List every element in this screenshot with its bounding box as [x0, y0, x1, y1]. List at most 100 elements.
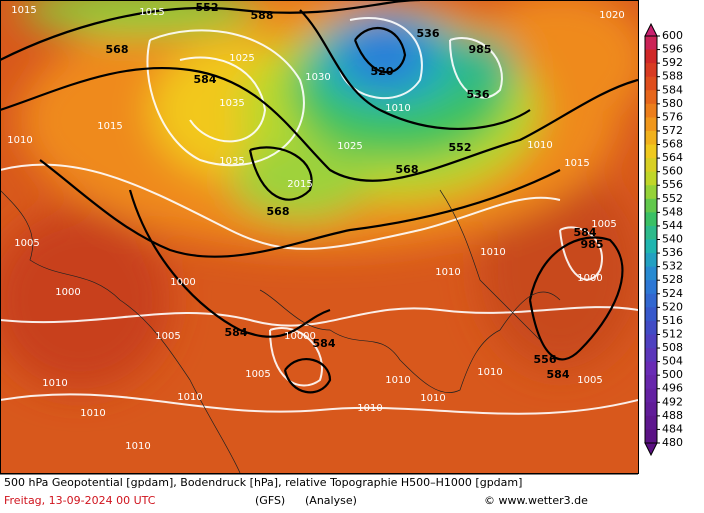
colorbar-label: 560	[662, 165, 683, 178]
footer-date: Freitag, 13-09-2024 00 UTC	[4, 494, 156, 507]
contour-label: 1015	[139, 7, 164, 18]
contour-label: 1015	[97, 121, 122, 132]
colorbar-label: 516	[662, 314, 683, 327]
colorbar-label: 544	[662, 219, 683, 232]
contour-label: 1000	[55, 287, 80, 298]
footer-model: (GFS)	[255, 494, 285, 507]
colorbar-segment	[645, 76, 657, 91]
colorbar-segment	[645, 158, 657, 173]
colorbar-segment	[645, 388, 657, 403]
colorbar-segment	[645, 171, 657, 186]
colorbar-label: 556	[662, 178, 683, 191]
colorbar-label: 588	[662, 70, 683, 83]
contour-label: 1010	[177, 392, 202, 403]
contour-label: 584	[547, 368, 570, 381]
colorbar-segment	[645, 375, 657, 390]
contour-label: 1005	[577, 375, 602, 386]
colorbar-label: 568	[662, 138, 683, 151]
contour-label: 1025	[337, 141, 362, 152]
contour-label: 1025	[229, 53, 254, 64]
colorbar-segment	[645, 49, 657, 64]
colorbar-segment	[645, 185, 657, 200]
contour-label: 568	[267, 205, 290, 218]
colorbar-segment	[645, 348, 657, 363]
contour-label: 1005	[14, 238, 39, 249]
colorbar-label: 564	[662, 151, 683, 164]
contour-label: 1010	[480, 247, 505, 258]
contour-label: 1000	[577, 273, 602, 284]
contour-label: 1015	[564, 158, 589, 169]
colorbar-segment	[645, 130, 657, 146]
colorbar-segment	[645, 307, 657, 322]
colorbar-segment	[645, 334, 657, 349]
colorbar-segment	[645, 90, 657, 105]
contour-label: 10000	[284, 331, 316, 342]
contour-label: 520	[371, 65, 394, 78]
colorbar-bottom-arrow	[644, 442, 658, 457]
contour-label: 1020	[599, 10, 624, 21]
colorbar-label: 512	[662, 327, 683, 340]
contour-label: 536	[467, 88, 490, 101]
colorbar-segment	[645, 225, 657, 240]
contour-label: 1000	[170, 277, 195, 288]
colorbar-label: 548	[662, 205, 683, 218]
colorbar-segment	[645, 144, 657, 159]
contour-label: 588	[251, 9, 274, 22]
contour-label: 2015	[287, 179, 312, 190]
colorbar-segment	[645, 415, 657, 430]
colorbar-segment	[645, 320, 657, 335]
colorbar-label: 580	[662, 97, 683, 110]
colorbar-label: 524	[662, 287, 683, 300]
colorbar-label: 496	[662, 382, 683, 395]
colorbar-label: 528	[662, 273, 683, 286]
contour-label: 985	[469, 43, 492, 56]
colorbar-label: 576	[662, 110, 683, 123]
colorbar-segment	[645, 239, 657, 254]
contour-label: 1035	[219, 156, 244, 167]
colorbar-top-arrow	[644, 22, 658, 37]
colorbar-label: 532	[662, 260, 683, 273]
colorbar-label: 500	[662, 368, 683, 381]
colorbar-segment	[645, 63, 657, 78]
contour-label: 536	[417, 27, 440, 40]
contour-label: 1010	[42, 378, 67, 389]
contour-label: 584	[574, 226, 597, 239]
contour-label: 552	[449, 141, 472, 154]
contour-label: 1010	[357, 403, 382, 414]
colorbar-segment	[645, 103, 657, 118]
contour-label: 584	[194, 73, 217, 86]
contour-label: 1005	[591, 219, 616, 230]
colorbar-segment	[645, 402, 657, 417]
contour-label: 568	[106, 43, 129, 56]
footer-description: 500 hPa Geopotential [gpdam], Bodendruck…	[4, 476, 522, 489]
contour-label: 1015	[11, 5, 36, 16]
colorbar: 6005965925885845805765725685645605565525…	[644, 22, 683, 457]
footer-run: (Analyse)	[305, 494, 357, 507]
contour-label: 1010	[7, 135, 32, 146]
colorbar-segment	[645, 198, 657, 213]
contour-label: 1005	[155, 331, 180, 342]
colorbar-label: 520	[662, 300, 683, 313]
colorbar-segment	[645, 212, 657, 227]
contour-label: 1010	[385, 103, 410, 114]
map	[0, 0, 638, 473]
colorbar-label: 584	[662, 83, 683, 96]
colorbar-label: 592	[662, 56, 683, 69]
colorbar-label: 596	[662, 43, 683, 56]
contour-label: 1010	[527, 140, 552, 151]
contour-label: 552	[196, 1, 219, 14]
colorbar-segment	[645, 253, 657, 268]
contour-label: 1010	[477, 367, 502, 378]
contour-label: 1005	[245, 369, 270, 380]
colorbar-segment	[645, 429, 657, 444]
colorbar-label: 536	[662, 246, 683, 259]
colorbar-label: 492	[662, 395, 683, 408]
colorbar-segment	[645, 117, 657, 132]
contour-labels: 1015 1015 552 588 536 985 520 536 568 584 1025 1035…	[7, 1, 624, 452]
colorbar-segment	[645, 361, 657, 376]
colorbar-segment	[645, 293, 657, 308]
footer-credit: © www.wetter3.de	[484, 494, 588, 507]
contour-label: 985	[581, 238, 604, 251]
contour-label: 1010	[80, 408, 105, 419]
contour-label: 584	[225, 326, 248, 339]
